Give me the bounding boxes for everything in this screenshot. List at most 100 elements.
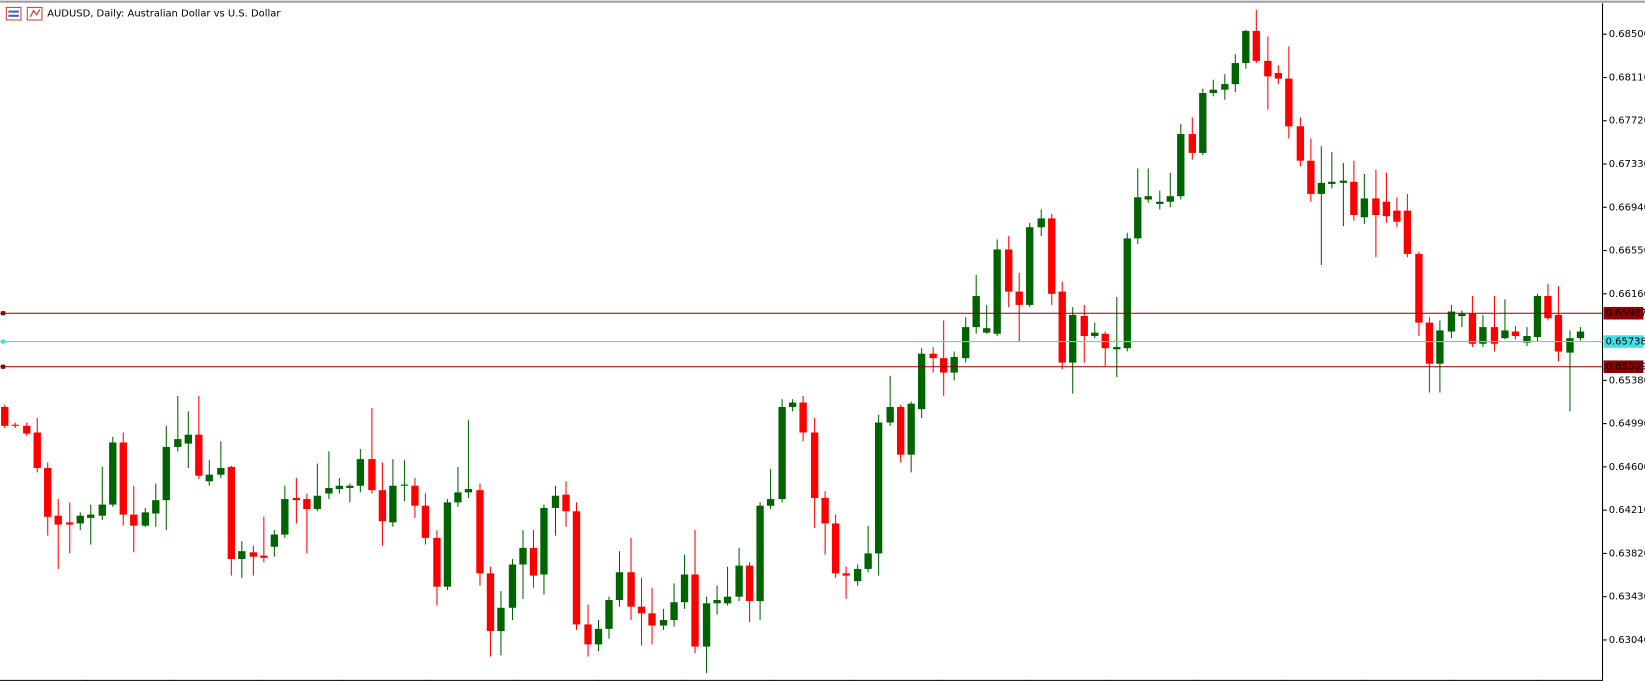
candle-body: [1458, 313, 1466, 317]
candle-body: [1188, 134, 1196, 153]
candle-body: [141, 512, 149, 526]
candle-body: [356, 459, 365, 486]
candle-body: [1026, 227, 1034, 305]
candle-body: [249, 552, 258, 557]
candle-body: [1328, 181, 1336, 184]
candle-body: [1005, 249, 1013, 292]
candle-body: [929, 353, 937, 359]
candle-body: [778, 406, 786, 500]
candle-body: [810, 432, 819, 498]
candle-body: [745, 565, 754, 602]
candle-body: [874, 422, 883, 554]
candle-body: [735, 565, 743, 597]
candle-body: [87, 514, 95, 518]
candle-body: [119, 442, 127, 515]
candle-body: [335, 485, 344, 490]
candle-body: [886, 406, 894, 423]
price-label: 0.65987: [1606, 308, 1645, 319]
candle-body: [713, 600, 721, 604]
candle-body: [670, 602, 678, 620]
candle-body: [162, 446, 170, 501]
candle-body: [562, 494, 570, 512]
candle-body: [1, 406, 9, 426]
candle-body: [476, 490, 484, 574]
price-line-marker: [1, 339, 6, 344]
candle-body: [842, 573, 850, 576]
price-line-marker: [1, 364, 6, 369]
candle-body: [270, 534, 279, 547]
candle-body: [821, 497, 829, 524]
candle-body: [1523, 335, 1531, 343]
candle-body: [1544, 296, 1552, 319]
candle-body: [1554, 314, 1563, 352]
candle-body: [950, 357, 958, 373]
candle-body: [831, 523, 840, 574]
candle-body: [519, 547, 527, 565]
candle-body: [313, 495, 322, 510]
icon: [29, 9, 41, 18]
candle-body: [1101, 333, 1109, 349]
candle-body: [292, 497, 301, 501]
candle-body: [1123, 238, 1131, 349]
candle-body: [584, 624, 592, 645]
candle-body: [1156, 201, 1164, 204]
candle-body: [572, 511, 581, 625]
candle-body: [378, 490, 387, 522]
candle-body: [66, 522, 74, 525]
candle-body: [788, 402, 797, 407]
candle-body: [260, 555, 268, 558]
candle-body: [1576, 331, 1585, 339]
candle-body: [1015, 291, 1023, 305]
price-line-marker: [1, 311, 6, 316]
candle-body: [1037, 218, 1045, 228]
candle-body: [508, 564, 517, 608]
candle-body: [756, 505, 764, 602]
candle-body: [637, 606, 646, 614]
candle-body: [1350, 181, 1358, 216]
candle-body: [227, 466, 235, 559]
candle-body: [1317, 182, 1326, 194]
candle-body: [1274, 73, 1283, 79]
candle-body: [1231, 63, 1239, 85]
candle-body: [1307, 160, 1315, 194]
candle-body: [1285, 78, 1293, 127]
candle-body: [1221, 84, 1229, 90]
candle-body: [389, 485, 397, 523]
candle-body: [1490, 327, 1499, 344]
candle-body: [1048, 218, 1056, 294]
candle-body: [1113, 347, 1121, 350]
price-label: 0.65738: [1606, 337, 1645, 348]
candle-body: [1209, 89, 1217, 94]
candle-body: [1242, 30, 1250, 64]
candle-body: [993, 249, 1001, 334]
candle-body: [44, 467, 52, 517]
candle-body: [1479, 327, 1487, 344]
candle-body: [529, 547, 538, 576]
candle-body: [1372, 198, 1380, 216]
candle-body: [972, 296, 980, 328]
candle-body: [411, 485, 419, 506]
window-icons: [5, 6, 43, 21]
candle-body: [497, 607, 505, 632]
candle-body: [1425, 322, 1434, 364]
candle-body: [917, 353, 926, 410]
candle-body: [400, 484, 409, 486]
chart-title: AUDUSD, Daily: Australian Dollar vs U.S.…: [47, 9, 281, 20]
candle-body: [303, 499, 311, 510]
candle-body: [594, 628, 603, 645]
candle-body: [864, 553, 872, 569]
candle-body: [896, 406, 905, 455]
candle-body: [1144, 196, 1152, 200]
candle-body: [551, 495, 560, 508]
candle-body: [433, 537, 441, 587]
candle-body: [627, 572, 635, 607]
